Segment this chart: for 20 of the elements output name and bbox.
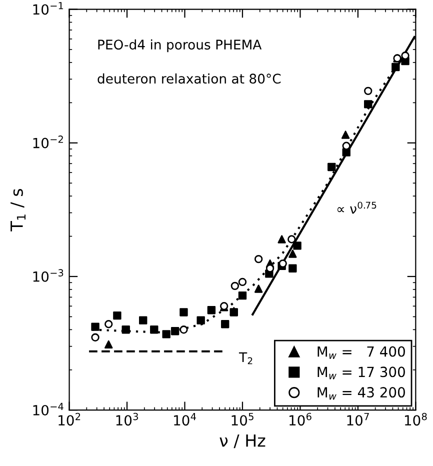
y-tick-label: 10$^{−2}$ — [33, 136, 63, 148]
annotation: PEO-d4 in porous PHEMA — [98, 39, 262, 52]
y-tick-label: 10$^{−3}$ — [33, 269, 64, 282]
y-tick-label: 10$^{−1}$ — [33, 2, 64, 15]
y-tick-label: 10$^{−4}$ — [33, 402, 64, 416]
legend-label: M$_{w}$ = 7 400 — [318, 346, 405, 359]
x-tick-label: 10$^{4}$ — [174, 412, 196, 426]
legend-label: M$_{w}$ = 17 300 — [318, 366, 405, 380]
x-tick-label: 10$^{8}$ — [404, 412, 427, 426]
annotation: T$_{2}$ — [238, 352, 252, 364]
x-tick-label: 10$^{7}$ — [347, 412, 369, 426]
x-tick-label: 10$^{2}$ — [58, 412, 80, 426]
x-tick-label: 10$^{6}$ — [290, 412, 312, 426]
x-tick-label: 10$^{3}$ — [116, 412, 138, 426]
legend-label: M$_{w}$ = 43 200 — [318, 387, 405, 400]
annotation: deuteron relaxation at 80°C — [98, 73, 281, 84]
x-axis-title: ν / Hz — [220, 434, 266, 448]
y-axis-title: T$_{1}$ / s — [10, 188, 26, 232]
x-tick-label: 10$^{5}$ — [232, 412, 254, 426]
annotation: ∝ ν$^{0.75}$ — [337, 202, 376, 214]
